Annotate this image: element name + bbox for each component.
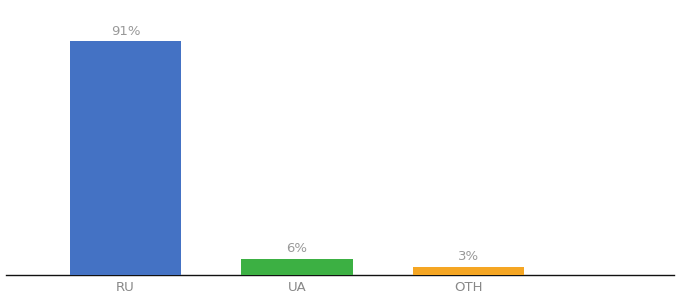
Text: 91%: 91% [111,25,140,38]
Bar [413,267,524,274]
Bar [70,41,182,274]
Text: 3%: 3% [458,250,479,263]
Text: 6%: 6% [287,242,307,255]
Bar [241,259,353,274]
